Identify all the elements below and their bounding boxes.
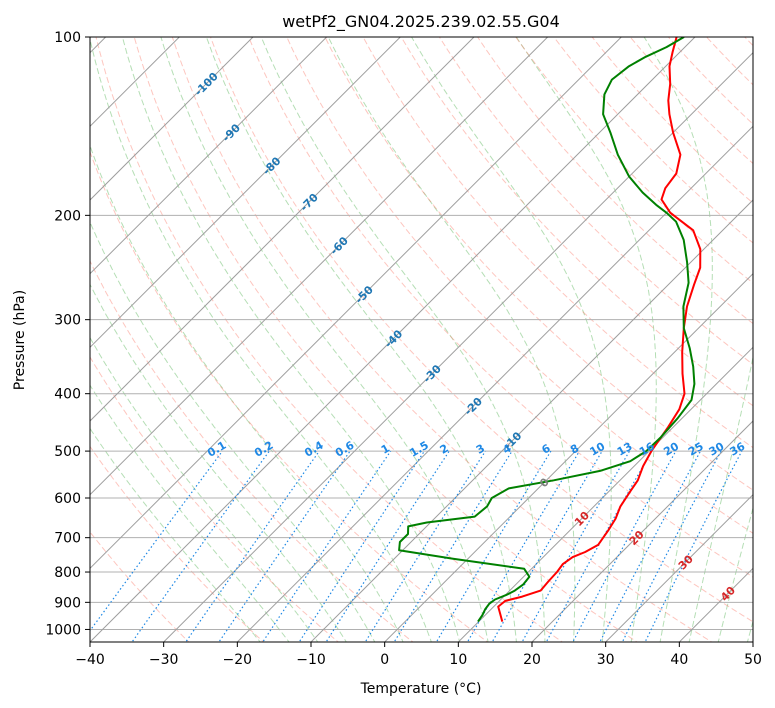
profile-lines bbox=[398, 37, 702, 623]
x-tick-label: 10 bbox=[449, 652, 467, 668]
dry-adiabat bbox=[286, 37, 753, 534]
x-tick-label: 50 bbox=[744, 652, 762, 668]
x-tick-label: −10 bbox=[296, 652, 326, 668]
mixing-ratio-lines bbox=[90, 450, 743, 642]
x-tick-label: −20 bbox=[223, 652, 253, 668]
mixing-ratio-line bbox=[325, 450, 450, 642]
isotherm-line bbox=[604, 493, 753, 642]
moist-adiabat bbox=[160, 37, 489, 642]
mixing-ratio-line bbox=[466, 450, 580, 642]
isotherm-line bbox=[90, 37, 475, 422]
pressure-gridlines bbox=[90, 37, 753, 630]
x-tick-label: 0 bbox=[380, 652, 389, 668]
y-tick-label: 1000 bbox=[45, 622, 81, 638]
isotherm-line bbox=[90, 37, 402, 349]
moist-adiabat bbox=[260, 37, 546, 642]
mixing-ratio-line bbox=[131, 450, 270, 642]
isotherm-line bbox=[90, 37, 549, 496]
x-tick-label: −30 bbox=[149, 652, 179, 668]
isotherm-line bbox=[90, 37, 328, 275]
x-tick-label: 20 bbox=[523, 652, 541, 668]
isotherm-line bbox=[90, 37, 254, 201]
isotherm-line bbox=[383, 272, 753, 642]
moist-adiabat bbox=[643, 37, 713, 642]
mixing-ratio-line bbox=[185, 450, 320, 642]
chart-title: wetPf2_GN04.2025.239.02.55.G04 bbox=[282, 12, 560, 32]
y-tick-label: 600 bbox=[54, 491, 81, 507]
mixing-ratio-line bbox=[90, 450, 223, 632]
y-axis: 100 200 300 400 500 600 700 800 900 1000 bbox=[45, 30, 90, 638]
y-tick-label: 900 bbox=[54, 595, 81, 611]
mixing-ratio-line bbox=[599, 450, 702, 642]
dry-adiabat bbox=[209, 37, 753, 623]
x-axis-label: Temperature (°C) bbox=[360, 681, 482, 697]
mixing-ratio-line bbox=[393, 450, 513, 642]
isotherm-line bbox=[457, 346, 753, 642]
y-tick-label: 400 bbox=[54, 387, 81, 403]
mixing-ratio-line bbox=[298, 450, 425, 642]
moist-adiabats bbox=[90, 37, 753, 642]
plot-area: 0.1 0.2 0.4 0.6 1 1.5 2 3 4 6 8 10 13 16 20 25 30 36-100-… bbox=[90, 37, 753, 642]
mixing-ratio-line bbox=[262, 450, 392, 642]
isotherm-line bbox=[90, 37, 181, 128]
y-tick-label: 500 bbox=[54, 444, 81, 460]
x-axis: −40 −30 −20 −10 0 10 20 30 40 50 bbox=[75, 642, 762, 668]
dry-adiabat bbox=[90, 150, 489, 642]
mixing-ratio-line bbox=[621, 450, 722, 642]
y-tick-label: 200 bbox=[54, 208, 81, 224]
y-tick-label: 100 bbox=[54, 30, 81, 46]
skewed-isotherms bbox=[90, 37, 753, 642]
isotherm-line bbox=[90, 37, 696, 642]
isotherm-line bbox=[162, 51, 753, 642]
dry-adiabat bbox=[248, 37, 753, 578]
moist-adiabat bbox=[90, 384, 290, 642]
moist-adiabat bbox=[411, 37, 612, 642]
mixing-ratio-line bbox=[218, 450, 351, 642]
y-tick-label: 700 bbox=[54, 531, 81, 547]
y-tick-label: 300 bbox=[54, 313, 81, 329]
moist-adiabat bbox=[90, 427, 261, 642]
isotherm-line bbox=[310, 199, 753, 642]
dewpoint-profile-line bbox=[398, 37, 696, 623]
dry-adiabat bbox=[400, 37, 753, 407]
x-tick-label: −40 bbox=[75, 652, 105, 668]
dry-adiabat bbox=[324, 37, 753, 491]
isotherm-line bbox=[236, 125, 753, 642]
isotherm-line bbox=[531, 420, 753, 642]
x-tick-label: 30 bbox=[597, 652, 615, 668]
mixing-ratio-line bbox=[572, 450, 677, 642]
mixing-ratio-line bbox=[364, 450, 486, 642]
x-tick-label: 40 bbox=[670, 652, 688, 668]
moist-adiabat bbox=[515, 37, 657, 642]
isotherm-line bbox=[90, 37, 623, 570]
y-axis-label: Pressure (hPa) bbox=[12, 290, 28, 390]
moist-adiabat bbox=[327, 37, 576, 642]
plot-frame bbox=[89, 36, 754, 643]
temperature-profile-line bbox=[497, 37, 702, 622]
y-tick-label: 800 bbox=[54, 565, 81, 581]
dry-adiabat bbox=[438, 37, 753, 366]
moist-adiabat bbox=[90, 336, 319, 642]
